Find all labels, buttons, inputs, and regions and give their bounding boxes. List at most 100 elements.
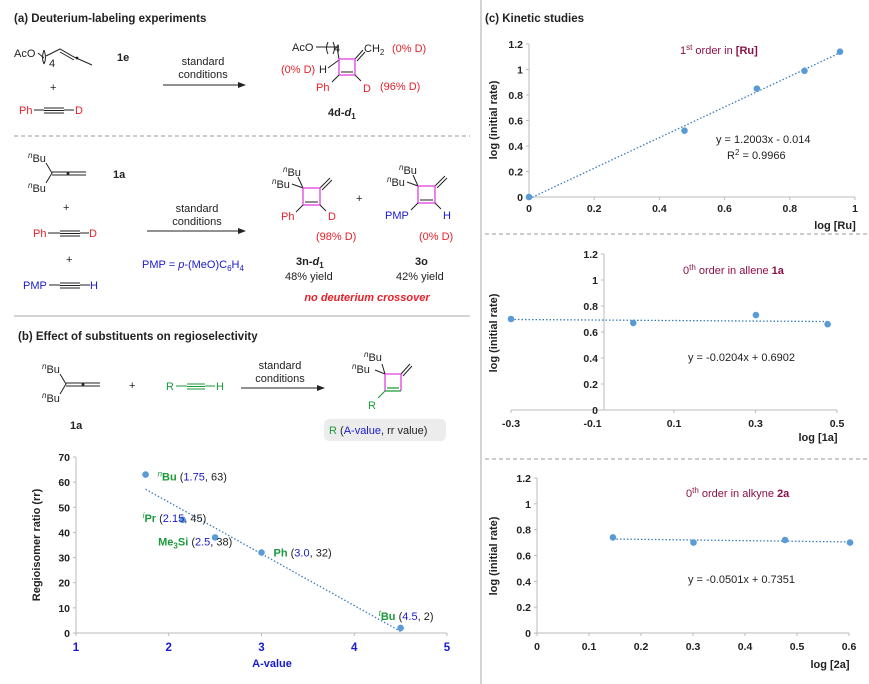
sep: , (205, 472, 211, 484)
y-tick-label: 1.2 (583, 249, 598, 261)
chart-title: 0th order in alkyne 2a (686, 486, 790, 500)
substituent-name: Bu (381, 611, 396, 623)
compound-label: 1a (70, 420, 83, 432)
data-point (781, 536, 789, 544)
data-point (211, 534, 219, 541)
y-tick-label: 1 (517, 65, 523, 77)
legend-text: R (A-value, rr value) (329, 425, 427, 437)
data-point (507, 315, 515, 323)
x-tick-label: 3 (258, 642, 264, 654)
y-tick-label: 0 (525, 628, 531, 640)
title-part: 0 (683, 265, 689, 277)
data-point (752, 311, 760, 319)
paren: ( (188, 536, 195, 548)
panel-c-title: (c) Kinetic studies (485, 13, 584, 25)
trendline-equation: y = 1.2003x - 0.014 (716, 134, 810, 146)
a-value: 2.5 (195, 536, 210, 548)
sep: , (310, 548, 316, 560)
pmp-label: PMP (385, 210, 409, 222)
nbu-label: nBu (352, 362, 370, 376)
x-axis-label: log [2a] (810, 659, 849, 671)
label-superscript: n (158, 470, 163, 479)
x-axis-label: log [Ru] (814, 220, 856, 232)
x-tick-label: 4 (351, 642, 358, 654)
cyclobutene-ring (338, 58, 356, 76)
y-tick-label: 60 (58, 477, 70, 489)
r2-superscript: 2 (735, 148, 740, 157)
y-tick-label: 1 (592, 275, 598, 287)
x-tick-label: 0.3 (686, 641, 701, 653)
plus: + (63, 202, 69, 214)
plus: + (356, 193, 362, 205)
sep: , (184, 513, 190, 525)
a-value: 4.5 (402, 611, 417, 623)
ph-label: Ph (281, 211, 294, 223)
x-axis-label: A-value (252, 658, 292, 670)
x-tick-label: 0.5 (790, 641, 805, 653)
substituent-name: Me (158, 536, 173, 548)
data-point (681, 127, 688, 134)
y-tick-label: 40 (58, 527, 70, 539)
r-label: R (166, 381, 174, 393)
data-point (142, 471, 149, 478)
compound-label: 3n-d1 (296, 256, 324, 270)
x-tick-label: 1 (852, 203, 858, 215)
y-tick-label: 0 (517, 192, 523, 204)
trendline-equation: y = -0.0204x + 0.6902 (688, 352, 795, 364)
paren: ) (203, 513, 207, 525)
y-axis-label: log (initial rate) (488, 293, 500, 372)
arrow-label: conditions (178, 69, 228, 81)
nbu-label: nBu (272, 177, 290, 191)
data-point (525, 193, 533, 201)
r-squared: R2 = 0.9966 (727, 148, 786, 162)
x-tick-label: 0.2 (587, 203, 602, 215)
deuterium-percent: (0% D) (392, 43, 426, 55)
legend-box (324, 419, 446, 441)
reactant-1a: nBu nBu 1a (28, 151, 126, 195)
r2-part: R (727, 150, 735, 162)
plus: + (129, 380, 135, 392)
y-tick-label: 70 (58, 452, 70, 464)
chart-title: 0th order in allene 1a (683, 263, 785, 277)
d-label: D (363, 83, 371, 95)
y-tick-label: 0.8 (508, 90, 523, 102)
x-tick-label: 0.1 (582, 641, 597, 653)
x-tick-label: 2 (166, 642, 172, 654)
x-tick-label: -0.1 (583, 418, 601, 430)
y-tick-label: 0.4 (516, 576, 531, 588)
deuterium-percent: (96% D) (380, 81, 420, 93)
h-label: H (319, 64, 327, 76)
y-tick-label: 0.4 (583, 353, 598, 365)
x-tick-label: 0.4 (738, 641, 753, 653)
data-point (824, 320, 831, 328)
title-bold: 2a (777, 488, 790, 500)
x-tick-label: 0.1 (667, 418, 682, 430)
arrow-label: conditions (255, 373, 305, 385)
x-tick-label: 0.6 (717, 203, 732, 215)
ph-label: Ph (19, 105, 32, 117)
compound-label: 3o (415, 256, 428, 268)
arrow-label: standard (182, 56, 225, 68)
title-superscript: th (692, 486, 699, 495)
y-tick-label: 0 (64, 628, 70, 640)
data-label: Me3Si (2.5, 38) (158, 536, 232, 550)
x-tick-label: 0 (534, 641, 540, 653)
compound-label: 1e (117, 52, 129, 64)
deuterium-percent: (0% D) (419, 231, 453, 243)
trendline (510, 318, 829, 323)
h-label: H (90, 280, 98, 292)
aco-label: AcO (14, 48, 36, 60)
label-superscript: t (379, 609, 382, 618)
rr-value: 63 (211, 472, 223, 484)
nbu-label: nBu (283, 165, 301, 179)
y-tick-label: 0.2 (516, 602, 531, 614)
label-subscript: 3 (173, 541, 178, 550)
trendline (612, 538, 850, 543)
reactant-1a: nBu nBu 1a (42, 362, 100, 432)
substituent-name: Si (178, 536, 188, 548)
d-label: D (328, 211, 336, 223)
h-label: H (443, 210, 451, 222)
d-label: D (89, 228, 97, 240)
paren: ) (328, 548, 332, 560)
